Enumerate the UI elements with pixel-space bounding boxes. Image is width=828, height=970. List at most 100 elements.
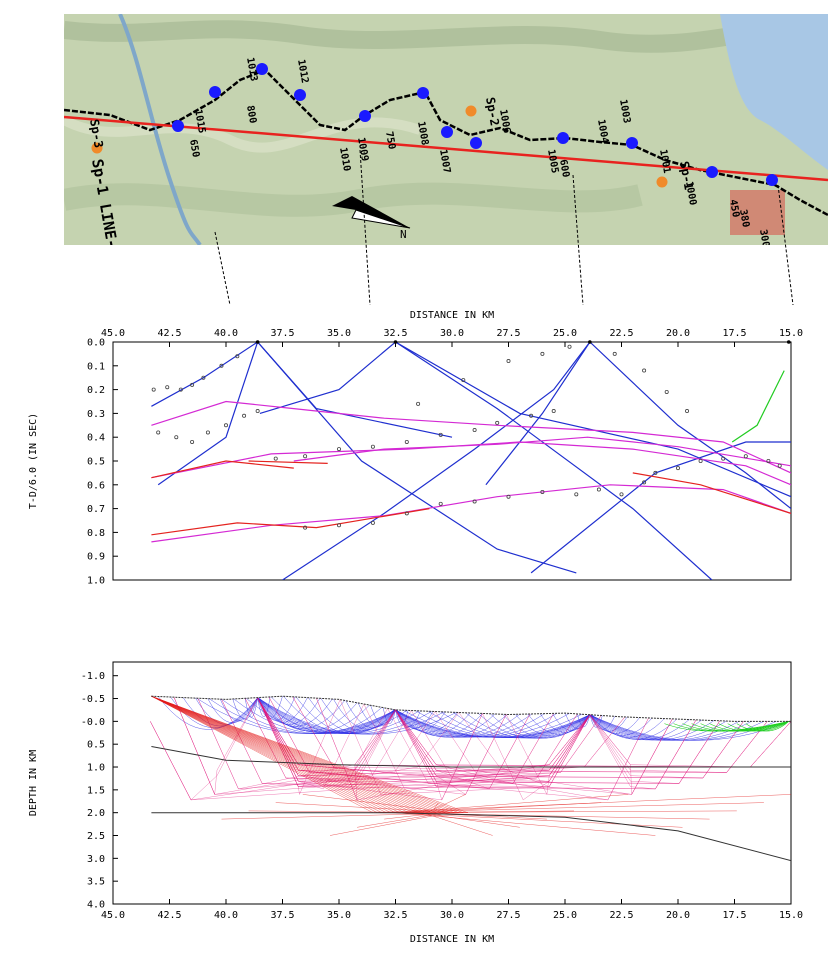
depth-y-tick-label: 2.5 — [87, 831, 105, 842]
travel-time-chart: DISTANCE IN KM 45.0 42.5 40.0 37.5 35.0 32.5 3… — [28, 310, 803, 587]
time-x-tick-label: 20.0 — [666, 328, 690, 339]
connector-2 — [359, 149, 371, 306]
observed-pick — [336, 447, 341, 452]
station-label: 450 — [727, 199, 741, 219]
observed-pick — [777, 463, 782, 468]
observed-pick — [506, 494, 511, 499]
time-series-curve — [632, 472, 791, 514]
deep-ray — [151, 695, 520, 828]
time-series-lines — [151, 342, 791, 580]
direct-ray — [158, 696, 258, 730]
observed-pick — [721, 456, 726, 461]
time-chart-xlabel: DISTANCE IN KM — [410, 310, 494, 321]
source-marker — [393, 340, 398, 344]
observed-pick — [174, 435, 179, 440]
direct-ray — [527, 713, 591, 735]
deep-ray — [151, 695, 683, 828]
time-series-curve — [395, 342, 791, 498]
direct-ray — [395, 709, 458, 733]
station-label: 800 — [244, 105, 258, 125]
direct-ray — [395, 709, 508, 738]
observed-pick — [698, 458, 703, 463]
time-y-tick-label: 0.8 — [87, 528, 105, 539]
time-y-tick-label: 0.9 — [87, 552, 105, 563]
station-marker — [626, 137, 638, 149]
time-series-curve — [293, 436, 791, 467]
observed-pick — [223, 423, 228, 428]
survey-road — [64, 68, 828, 217]
direct-ray — [589, 714, 603, 728]
observed-pick — [438, 432, 443, 437]
location-map: 1015 1013 1012 1010 1009 1008 1007 1006 1005 1004… — [64, 14, 828, 245]
depth-x-ticks: 45.0 42.5 40.0 37.5 35.0 32.5 30.0 27.5 25.0 22.5… — [101, 899, 803, 921]
refracted-ray — [589, 714, 673, 796]
shot-point-marker — [656, 176, 668, 188]
upper-ray — [664, 721, 789, 732]
station-marker — [441, 126, 453, 138]
observed-pick — [201, 375, 206, 380]
time-series-curve — [157, 342, 259, 486]
direct-ray — [589, 714, 653, 736]
refracted-ray — [221, 699, 591, 787]
time-y-tick-label: 0.7 — [87, 504, 105, 515]
observed-pick — [472, 428, 477, 433]
direct-ray — [320, 698, 396, 732]
station-marker — [417, 87, 429, 99]
observed-pick — [438, 501, 443, 506]
observed-pick — [574, 492, 579, 497]
observed-pick — [242, 413, 247, 418]
station-marker — [256, 63, 268, 75]
time-x-tick-label: 22.5 — [609, 328, 633, 339]
time-x-tick-label: 32.5 — [383, 328, 407, 339]
depth-x-tick-label: 42.5 — [157, 910, 181, 921]
source-marker — [786, 340, 791, 344]
station-marker — [359, 110, 371, 122]
observed-pick — [642, 480, 647, 485]
upper-ray — [736, 721, 789, 732]
observed-pick — [336, 523, 341, 528]
station-label: 1010 — [337, 147, 352, 173]
depth-y-ticks: -1.0 -0.5 -0.0 0.5 1.0 1.5 2.0 2.5 3.0 3.5 4.0 — [81, 671, 118, 911]
direct-ray — [390, 708, 591, 738]
observed-pick — [529, 413, 534, 418]
layer-boundary — [151, 812, 791, 862]
time-y-tick-label: 0.3 — [87, 409, 105, 420]
station-label: 1003 — [617, 99, 632, 125]
refracted-ray — [257, 697, 768, 773]
time-y-tick-label: 0.2 — [87, 385, 105, 396]
depth-x-tick-label: 45.0 — [101, 910, 125, 921]
refracted-ray — [589, 714, 697, 790]
depth-y-tick-label: 0.5 — [87, 740, 105, 751]
ray-trace-chart: 45.0 42.5 40.0 37.5 35.0 32.5 30.0 27.5 25.0 22.5… — [28, 661, 803, 945]
depth-y-tick-label: 3.5 — [87, 877, 105, 888]
refracted-ray — [589, 714, 721, 784]
depth-y-tick-label: 1.5 — [87, 785, 105, 796]
town-area — [730, 190, 785, 235]
depth-x-tick-label: 30.0 — [440, 910, 464, 921]
time-y-tick-label: 0.4 — [87, 433, 105, 444]
observed-pick — [165, 385, 170, 390]
refracted-ray — [150, 714, 591, 801]
station-label: 1004 — [595, 119, 610, 145]
direct-ray — [589, 714, 665, 738]
station-label: 750 — [383, 131, 397, 151]
depth-x-tick-label: 32.5 — [383, 910, 407, 921]
time-x-tick-label: 25.0 — [553, 328, 577, 339]
direct-ray — [589, 714, 752, 741]
refracted-ray — [257, 697, 436, 773]
shot-label: Sp-3 — [87, 118, 106, 149]
station-label: 380 — [737, 209, 751, 229]
direct-ray — [196, 697, 396, 734]
time-series-curve — [151, 400, 791, 474]
direct-ray — [257, 697, 457, 735]
observed-pick — [551, 409, 556, 414]
refracted-ray — [197, 698, 591, 790]
time-series-curve — [151, 342, 258, 407]
depth-chart-xlabel: DISTANCE IN KM — [410, 934, 494, 945]
direct-ray — [395, 709, 496, 738]
source-connectors — [214, 149, 794, 306]
time-series-curve — [731, 370, 785, 443]
observed-pick — [370, 520, 375, 525]
time-y-tick-label: 0.6 — [87, 480, 105, 491]
